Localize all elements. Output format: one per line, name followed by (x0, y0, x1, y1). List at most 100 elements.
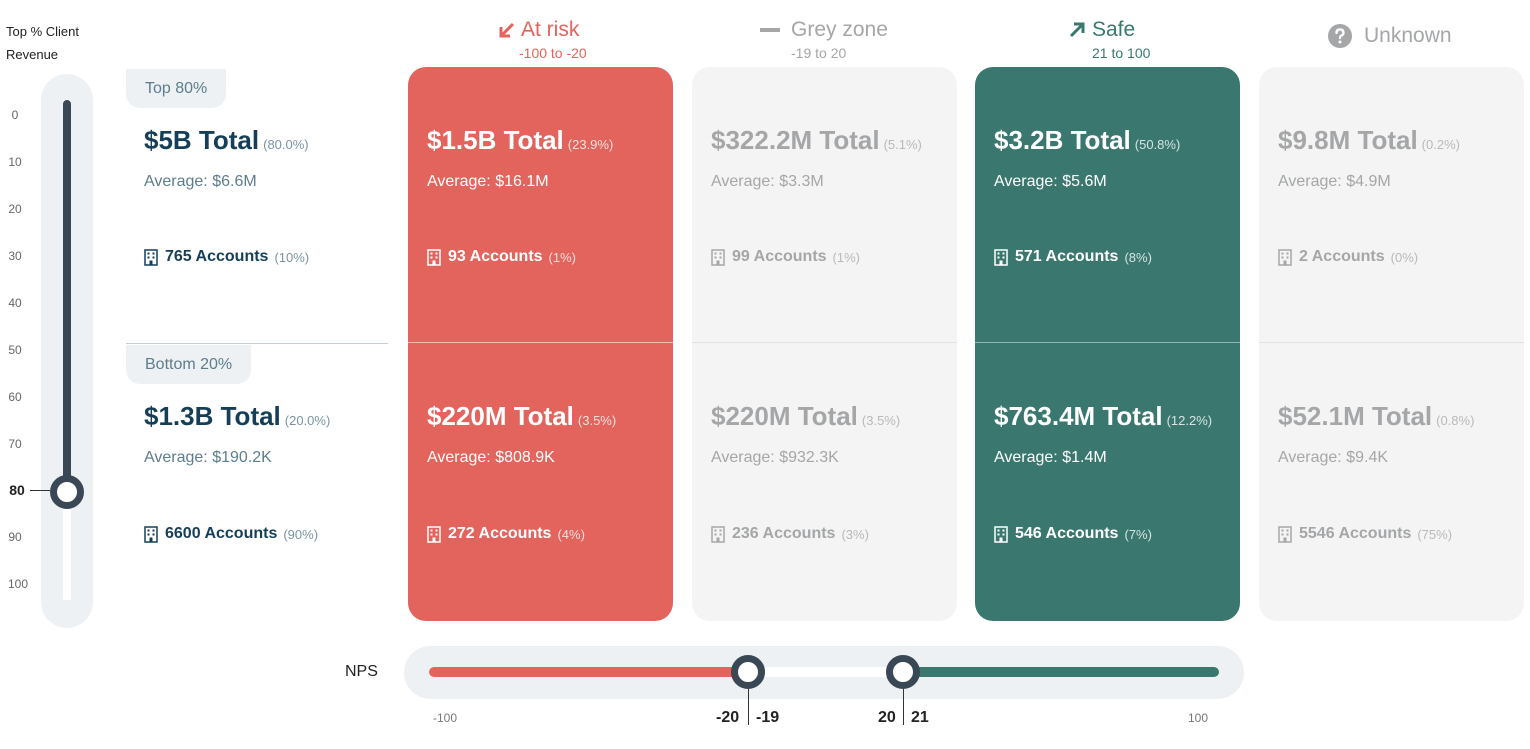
card-bottom-total: $220M Total (3.5%) (711, 401, 900, 432)
total-value: $1.3B Total (144, 401, 281, 431)
vertical-slider-tick: 0 (11, 108, 19, 122)
card-top-average: Average: $4.9M (1278, 173, 1391, 190)
vertical-slider-thumb[interactable] (50, 475, 84, 509)
vertical-slider-tick: 70 (8, 437, 22, 451)
card-bottom-total: $763.4M Total (12.2%) (994, 401, 1212, 432)
card-unknown[interactable]: $9.8M Total (0.2%) Average: $4.9M 2 Accou… (1259, 67, 1524, 621)
column-range-at-risk: -100 to -20 (519, 45, 587, 61)
column-header-at-risk: At risk (498, 18, 579, 42)
column-header-grey-zone: Grey zone (760, 18, 888, 42)
accounts-percent: (3%) (841, 526, 869, 542)
accounts-percent: (75%) (1417, 526, 1453, 542)
card-bottom-accounts: 546 Accounts (7%) (994, 525, 1152, 543)
card-bottom-accounts: 5546 Accounts (75%) (1278, 525, 1452, 543)
card-top-average: Average: $5.6M (994, 173, 1107, 190)
nps-label: NPS (345, 663, 378, 680)
nps-high-right-value: 21 (911, 709, 929, 726)
card-grey-zone[interactable]: $322.2M Total (5.1%) Average: $3.3M 99 Ac… (692, 67, 957, 621)
arrow-up-right-icon (1069, 22, 1085, 38)
accounts-count: 765 Accounts (165, 248, 269, 265)
card-divider (408, 342, 673, 343)
nps-slider-at-risk-range (429, 667, 749, 677)
total-value: $322.2M Total (711, 125, 880, 155)
card-top-accounts: 99 Accounts (1%) (711, 248, 860, 266)
question-circle-icon (1328, 24, 1352, 48)
vertical-slider-tick: 90 (8, 530, 22, 544)
vertical-slider-value-marker (30, 490, 50, 491)
column-header-unknown: Unknown (1328, 24, 1452, 48)
accounts-percent: (4%) (557, 526, 585, 542)
building-icon (144, 248, 158, 266)
nps-high-thumb[interactable] (886, 655, 920, 689)
column-title: Grey zone (791, 18, 888, 41)
card-divider (1259, 342, 1524, 343)
vertical-slider-label-line1: Top % Client (6, 24, 79, 39)
nps-min-label: -100 (433, 711, 458, 725)
vertical-slider-tick: 50 (8, 343, 22, 357)
nps-low-thumb[interactable] (731, 655, 765, 689)
card-top-average: Average: $3.3M (711, 173, 824, 190)
column-range-grey-zone: -19 to 20 (791, 45, 847, 61)
card-divider (975, 342, 1240, 343)
building-icon (144, 525, 158, 543)
total-value: $220M Total (427, 401, 574, 431)
dash-icon (760, 28, 780, 32)
segment-top-average: Average: $6.6M (144, 173, 257, 190)
nps-max-label: 100 (1188, 711, 1209, 725)
card-safe[interactable]: $3.2B Total (50.8%) Average: $5.6M 571 Ac… (975, 67, 1240, 621)
nps-low-left-value: -20 (716, 709, 740, 726)
accounts-percent: (90%) (283, 526, 319, 542)
arrow-down-left-icon (499, 22, 515, 38)
card-bottom-average: Average: $1.4M (994, 449, 1107, 466)
card-bottom-accounts: 272 Accounts (4%) (427, 525, 585, 543)
card-top-total: $9.8M Total (0.2%) (1278, 125, 1460, 156)
vertical-slider-tick: 60 (8, 390, 22, 404)
total-value: $52.1M Total (1278, 401, 1433, 431)
card-bottom-accounts: 236 Accounts (3%) (711, 525, 869, 543)
accounts-count: 6600 Accounts (165, 525, 278, 542)
accounts-count: 2 Accounts (1299, 248, 1385, 265)
total-value: $220M Total (711, 401, 858, 431)
vertical-slider-label: Top % Client Revenue (6, 20, 106, 66)
card-bottom-average: Average: $932.3K (711, 449, 839, 466)
card-bottom-total: $52.1M Total (0.8%) (1278, 401, 1474, 432)
accounts-count: 546 Accounts (1015, 525, 1119, 542)
accounts-percent: (7%) (1124, 526, 1152, 542)
accounts-count: 236 Accounts (732, 525, 836, 542)
total-value: $9.8M Total (1278, 125, 1418, 155)
vertical-slider-tick: 40 (8, 296, 22, 310)
nps-slider-track[interactable] (429, 667, 1219, 677)
total-percent: (12.2%) (1166, 413, 1213, 428)
card-bottom-average: Average: $9.4K (1278, 449, 1389, 466)
segment-bottom-average: Average: $190.2K (144, 449, 272, 466)
accounts-count: 99 Accounts (732, 248, 827, 265)
card-top-total: $322.2M Total (5.1%) (711, 125, 922, 156)
total-value: $1.5B Total (427, 125, 564, 155)
vertical-slider-label-line2: Revenue (6, 47, 59, 62)
accounts-count: 5546 Accounts (1299, 525, 1412, 542)
total-percent: (0.8%) (1436, 413, 1475, 428)
total-value: $3.2B Total (994, 125, 1131, 155)
card-top-accounts: 2 Accounts (0%) (1278, 248, 1418, 266)
vertical-slider-tick: 100 (7, 577, 29, 591)
column-title: At risk (521, 18, 580, 41)
nps-low-right-value: -19 (756, 709, 780, 726)
total-value: $763.4M Total (994, 401, 1163, 431)
card-bottom-total: $220M Total (3.5%) (427, 401, 616, 432)
accounts-count: 93 Accounts (448, 248, 543, 265)
card-top-accounts: 571 Accounts (8%) (994, 248, 1152, 266)
segment-badge-top: Top 80% (126, 69, 227, 108)
accounts-percent: (1%) (548, 249, 576, 265)
building-icon (711, 248, 725, 266)
card-top-average: Average: $16.1M (427, 173, 549, 190)
card-top-total: $1.5B Total (23.9%) (427, 125, 613, 156)
card-at-risk[interactable]: $1.5B Total (23.9%) Average: $16.1M 93 Ac… (408, 67, 673, 621)
building-icon (1278, 525, 1292, 543)
total-percent: (3.5%) (577, 413, 617, 428)
accounts-percent: (10%) (274, 249, 310, 265)
vertical-slider-tick: 10 (8, 155, 22, 169)
column-title: Safe (1092, 18, 1136, 41)
total-percent: (50.8%) (1134, 137, 1181, 152)
card-divider (692, 342, 957, 343)
segment-badge-bottom: Bottom 20% (126, 345, 252, 384)
